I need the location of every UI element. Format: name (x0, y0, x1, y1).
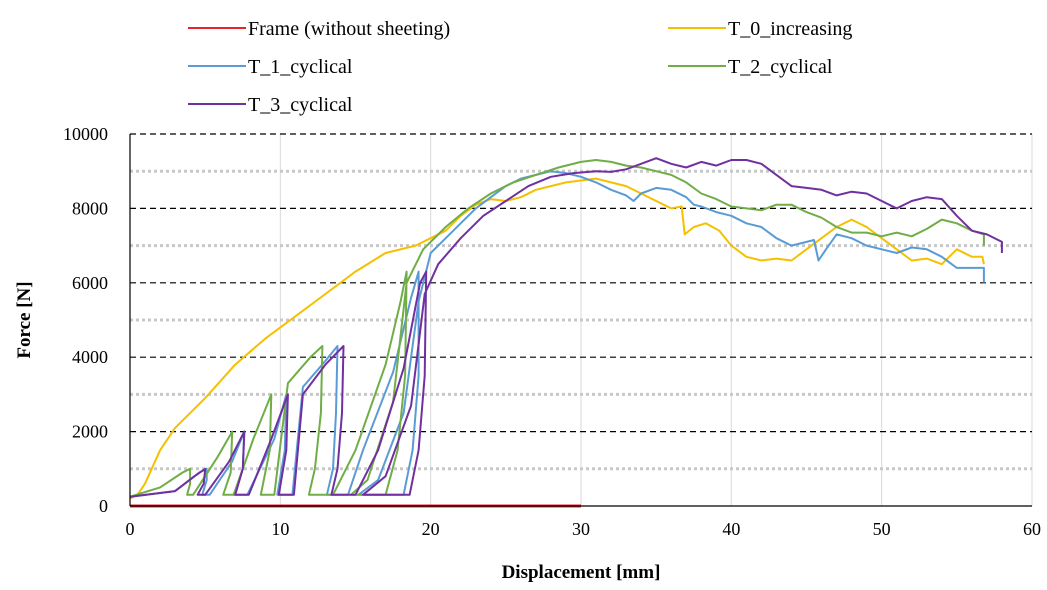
series-line-t-2-cyclical (129, 159, 985, 498)
chart-axes (129, 134, 1032, 507)
chart-ticks: 0 10 20 30 40 50 60 0 2000 4000 6000 8000 10000 (63, 124, 1041, 539)
legend-label: T_2_cyclical (728, 56, 833, 78)
chart-grid (130, 133, 1033, 506)
y-tick-label: 8000 (72, 198, 108, 218)
legend-label: Frame (without sheeting) (248, 18, 450, 40)
chart-series (129, 157, 1003, 508)
x-tick-label: 40 (722, 519, 740, 539)
x-tick-label: 0 (126, 519, 135, 539)
series-line-t-0-increasing (129, 177, 985, 500)
chart-legend: Frame (without sheeting) T_0_increasing T_… (188, 18, 852, 116)
y-tick-label: 10000 (63, 124, 108, 144)
y-tick-label: 4000 (72, 347, 108, 367)
x-tick-label: 30 (572, 519, 590, 539)
y-tick-label: 6000 (72, 273, 108, 293)
x-tick-label: 50 (873, 519, 891, 539)
legend-label: T_0_increasing (728, 18, 852, 40)
x-axis-title: Displacement [mm] (502, 562, 661, 583)
series-line-t-1-cyclical (129, 170, 985, 498)
x-tick-label: 10 (271, 519, 289, 539)
series-line-t-3-cyclical (129, 157, 1003, 498)
x-tick-label: 60 (1023, 519, 1041, 539)
y-tick-label: 2000 (72, 422, 108, 442)
legend-label: T_1_cyclical (248, 56, 353, 78)
legend-label: T_3_cyclical (248, 94, 353, 116)
y-axis-title: Force [N] (14, 281, 35, 358)
x-tick-label: 20 (422, 519, 440, 539)
y-tick-label: 0 (99, 496, 108, 516)
